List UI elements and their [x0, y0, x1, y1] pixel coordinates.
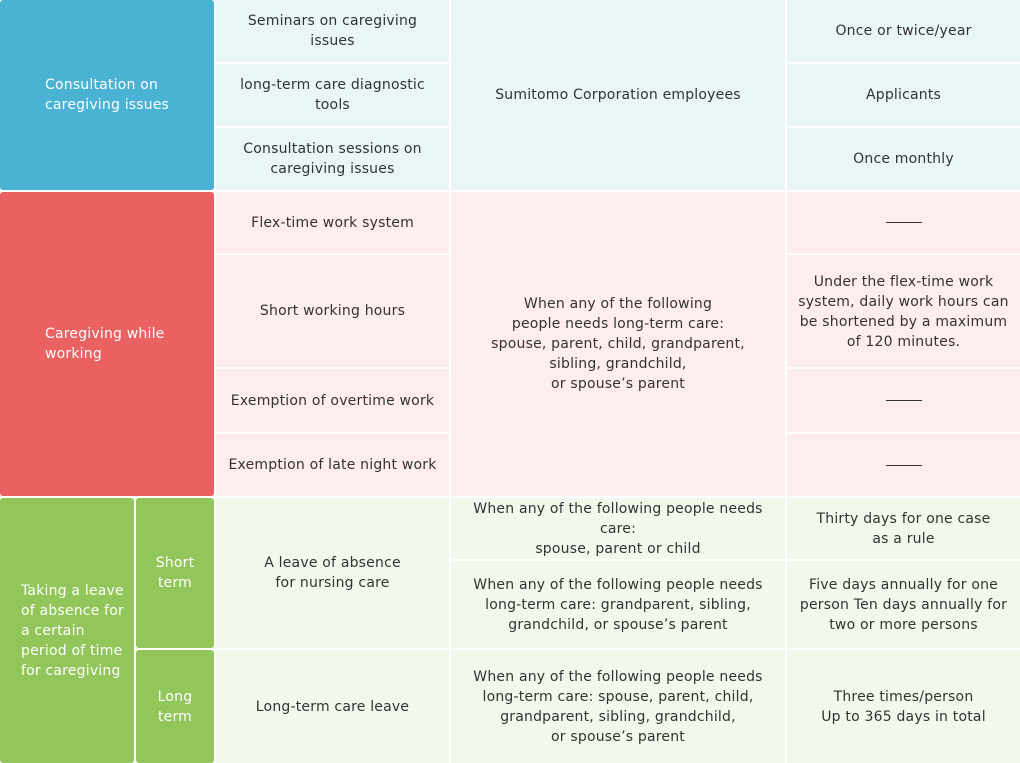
detail-label: Once or twice/year — [835, 23, 972, 39]
program-flex-time: Flex-time work system — [216, 192, 449, 253]
category-consultation: Consultation on caregiving issues — [0, 0, 214, 190]
program-consultation-sessions: Consultation sessions on caregiving issu… — [216, 128, 449, 190]
program-late-night-exemption: Exemption of late night work — [216, 434, 449, 496]
category-leave-of-absence: Taking a leave of absence for a certain … — [0, 498, 134, 763]
target-consultation: Sumitomo Corporation employees — [451, 0, 785, 190]
detail-diagnostic-tools: Applicants — [787, 64, 1020, 126]
target-short-term-long-term-care: When any of the following people needs l… — [451, 561, 785, 648]
detail-short-term-care: Thirty days for one case as a rule — [787, 498, 1020, 559]
program-label: Flex-time work system — [251, 214, 414, 231]
program-label: A leave of absence for nursing care — [264, 555, 401, 591]
detail-label: Once monthly — [853, 151, 954, 167]
detail-flex-time — [787, 192, 1020, 253]
dash-mark — [885, 464, 922, 466]
subcategory-short-term: Short term — [136, 498, 214, 648]
program-overtime-exemption: Exemption of overtime work — [216, 369, 449, 432]
program-diagnostic-tools: long-term care diagnostic tools — [216, 64, 449, 126]
detail-late-night-exemption — [787, 434, 1020, 496]
detail-short-term-long-term-care: Five days annually for one person Ten da… — [787, 561, 1020, 648]
program-label: Short working hours — [259, 303, 406, 319]
detail-label: Applicants — [865, 87, 942, 103]
detail-seminars: Once or twice/year — [787, 0, 1020, 62]
program-label: Exemption of overtime work — [230, 392, 435, 409]
subcategory-label: Short term — [155, 555, 195, 591]
subcategory-label: Long term — [157, 688, 193, 725]
program-seminars: Seminars on caregiving issues — [216, 0, 449, 62]
category-working-label: Caregiving while working — [45, 326, 165, 362]
program-label: Seminars on caregiving issues — [247, 13, 418, 49]
detail-overtime-exemption — [787, 369, 1020, 432]
detail-label: Under the flex-time work system, daily w… — [798, 274, 1009, 350]
target-long-term-leave: When any of the following people needs l… — [451, 650, 785, 763]
target-short-term-care: When any of the following people needs c… — [451, 498, 785, 559]
program-short-working-hours: Short working hours — [216, 255, 449, 367]
target-label: When any of the following people needs l… — [473, 668, 763, 745]
target-label: When any of the following people needs c… — [473, 500, 763, 557]
category-caregiving-while-working: Caregiving while working — [0, 192, 214, 496]
dash-mark — [885, 222, 922, 223]
dash-mark — [885, 400, 922, 401]
program-label: Long-term care leave — [255, 698, 410, 715]
program-label: long-term care diagnostic tools — [240, 77, 425, 113]
detail-label: Thirty days for one case as a rule — [816, 510, 991, 547]
target-working: When any of the following people needs l… — [451, 192, 785, 496]
detail-label: Five days annually for one person Ten da… — [799, 576, 1008, 633]
detail-label: Three times/person Up to 365 days in tot… — [821, 688, 986, 725]
target-label: When any of the following people needs l… — [491, 296, 745, 392]
target-label: When any of the following people needs l… — [473, 576, 763, 633]
detail-consultation-sessions: Once monthly — [787, 128, 1020, 190]
program-long-term-care-leave: Long-term care leave — [216, 650, 449, 763]
target-label: Sumitomo Corporation employees — [495, 87, 741, 103]
program-label: Consultation sessions on caregiving issu… — [243, 141, 422, 177]
program-label: Exemption of late night work — [228, 457, 437, 473]
category-leave-label: Taking a leave of absence for a certain … — [21, 582, 125, 679]
detail-short-working-hours: Under the flex-time work system, daily w… — [787, 255, 1020, 367]
program-nursing-care-leave: A leave of absence for nursing care — [216, 498, 449, 648]
subcategory-long-term: Long term — [136, 650, 214, 763]
category-consultation-label: Consultation on caregiving issues — [45, 77, 170, 113]
detail-long-term-leave: Three times/person Up to 365 days in tot… — [787, 650, 1020, 763]
